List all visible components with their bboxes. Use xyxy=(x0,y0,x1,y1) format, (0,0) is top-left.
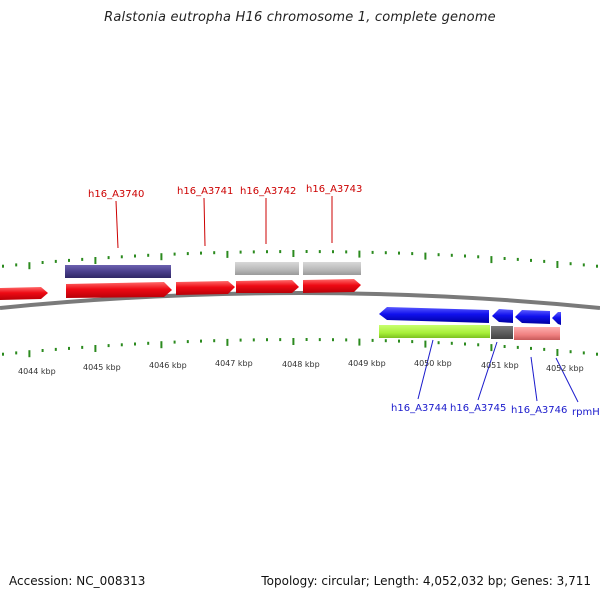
bottom-gene-labels: h16_A3744 h16_A3745 h16_A3746 rpmH xyxy=(391,403,600,418)
axis-label-4049: 4049 kbp xyxy=(348,359,386,368)
gene-arrow-h16-a3744[interactable] xyxy=(379,307,489,323)
feature-block-gray-2[interactable] xyxy=(303,262,361,275)
feature-block-gray-1[interactable] xyxy=(235,262,299,275)
feature-block-pink[interactable] xyxy=(514,327,560,340)
lower-feature-track xyxy=(379,325,560,340)
feature-block-dark-gray[interactable] xyxy=(491,326,513,339)
axis-label-4046: 4046 kbp xyxy=(149,361,187,370)
gene-label-h16-a3744[interactable]: h16_A3744 xyxy=(391,403,447,414)
gene-label-h16-a3741[interactable]: h16_A3741 xyxy=(177,186,233,197)
tick-row-top xyxy=(2,250,598,270)
gene-label-rpmh[interactable]: rpmH xyxy=(572,407,600,418)
axis-label-4047: 4047 kbp xyxy=(215,359,253,368)
axis-label-4048: 4048 kbp xyxy=(282,360,320,369)
gene-arrow-h16-a3743[interactable] xyxy=(303,279,361,293)
axis-label-4051: 4051 kbp xyxy=(481,361,519,370)
gene-label-h16-a3740[interactable]: h16_A3740 xyxy=(88,189,144,200)
axis-labels: 4044 kbp 4045 kbp 4046 kbp 4047 kbp 4048… xyxy=(18,359,584,376)
top-label-leaders xyxy=(115,196,333,249)
axis-label-4050: 4050 kbp xyxy=(414,359,452,368)
genome-summary-text: Topology: circular; Length: 4,052,032 bp… xyxy=(261,574,591,588)
gene-label-h16-a3745[interactable]: h16_A3745 xyxy=(450,403,506,414)
feature-block-green[interactable] xyxy=(379,325,490,338)
forward-strand-genes xyxy=(0,279,361,300)
gene-arrow-h16-a3746[interactable] xyxy=(515,310,550,324)
map-title: Ralstonia eutropha H16 chromosome 1, com… xyxy=(104,10,496,25)
reverse-strand-genes xyxy=(379,307,561,325)
gene-arrow-rpmh[interactable] xyxy=(552,312,561,325)
gene-arrow-h16-a3742[interactable] xyxy=(236,280,299,293)
gene-label-h16-a3742[interactable]: h16_A3742 xyxy=(240,186,296,197)
top-gene-labels: h16_A3740 h16_A3741 h16_A3742 h16_A3743 xyxy=(88,184,362,200)
axis-label-4052: 4052 kbp xyxy=(546,364,584,373)
gene-arrow-h16-a3740[interactable] xyxy=(66,282,172,298)
gene-arrow-partial[interactable] xyxy=(0,287,48,300)
gene-arrow-h16-a3741[interactable] xyxy=(176,281,235,295)
axis-label-4045: 4045 kbp xyxy=(83,363,121,372)
bottom-label-leaders xyxy=(417,339,579,403)
gene-label-h16-a3743[interactable]: h16_A3743 xyxy=(306,184,362,195)
chromosome-backbone xyxy=(0,291,600,310)
accession-text: Accession: NC_008313 xyxy=(9,574,146,588)
tick-row-bottom xyxy=(2,338,598,358)
axis-label-4044: 4044 kbp xyxy=(18,367,56,376)
upper-feature-track xyxy=(65,262,361,278)
feature-block-dark[interactable] xyxy=(65,265,171,278)
gene-label-h16-a3746[interactable]: h16_A3746 xyxy=(511,405,567,416)
gene-arrow-h16-a3745[interactable] xyxy=(492,309,513,323)
